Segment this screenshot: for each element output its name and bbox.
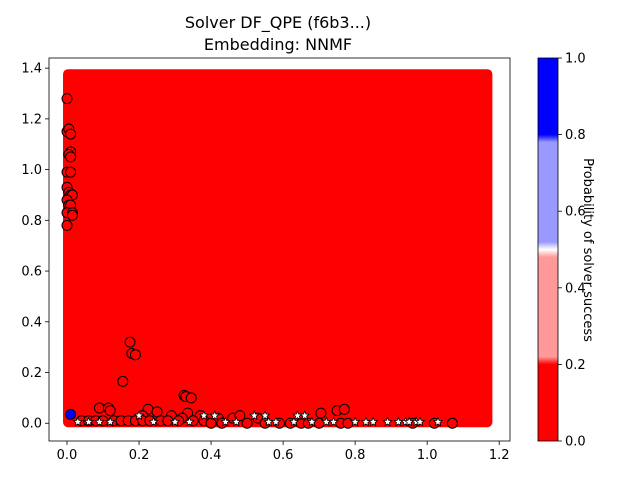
star-point (382, 416, 393, 427)
star-point (220, 416, 231, 427)
y-tick-label: 0.4 (21, 315, 42, 330)
failure-point (61, 93, 73, 105)
y-tick-label: 0.8 (21, 214, 42, 229)
star-point (231, 416, 242, 427)
y-tick-label: 1.0 (21, 163, 42, 178)
star-point (169, 416, 181, 427)
star-point (328, 416, 339, 427)
colorbar-tick-label: 0.8 (565, 128, 586, 143)
star-point (249, 410, 260, 421)
colorbar-tick-label: 0.0 (565, 435, 586, 450)
colorbar-label: Probability of solver success (580, 158, 595, 342)
star-point (184, 416, 195, 427)
success-point (65, 408, 77, 420)
x-tick-label: 1.0 (417, 448, 438, 463)
failure-point (446, 417, 458, 429)
failure-point (241, 417, 253, 429)
failure-point (65, 128, 77, 140)
failure-point (65, 151, 77, 163)
star-point (299, 410, 310, 421)
colorbar-tick-label: 1.0 (565, 52, 586, 67)
failure-point (66, 209, 78, 221)
probability-region (63, 69, 493, 428)
star-point (104, 416, 116, 427)
failure-point (315, 407, 327, 419)
failure-point (104, 405, 116, 417)
star-point (288, 416, 300, 427)
star-point (414, 416, 426, 427)
axes: 0.0 0.2 0.4 0.6 0.8 1.0 1.2 0.0 0.2 0.4 0.6 0.8 1.0 1… (21, 57, 511, 463)
star-point (83, 416, 94, 427)
x-tick-label: 0.8 (345, 448, 366, 463)
y-tick-label: 1.2 (21, 112, 42, 127)
failure-point (205, 417, 217, 429)
star-point (367, 416, 379, 427)
failure-point (313, 417, 325, 429)
x-tick-label: 0.2 (129, 448, 150, 463)
colorbar-gradient (537, 57, 559, 442)
failure-point (124, 336, 136, 348)
y-tick-label: 0.6 (21, 265, 42, 280)
colorbar: Probability of solver success 0.0 0.2 0.4 0… (537, 52, 595, 450)
plot-area (61, 69, 493, 429)
star-point (198, 410, 210, 421)
failure-point (61, 219, 73, 231)
y-tick-label: 1.4 (21, 62, 42, 77)
star-point (432, 416, 444, 427)
star-point (209, 410, 220, 421)
failure-point (129, 349, 141, 361)
star-point (148, 416, 159, 427)
star-point (133, 410, 145, 421)
x-tick-label: 0.4 (201, 448, 222, 463)
star-point (259, 410, 271, 421)
failure-point (117, 375, 129, 387)
chart-title-line1: Solver DF_QPE (f6b3...) (185, 13, 371, 33)
x-tick-label: 0.6 (273, 448, 294, 463)
failure-point (65, 166, 77, 178)
star-point (72, 416, 84, 427)
y-tick-label: 0.2 (21, 366, 42, 381)
star-point (94, 416, 105, 427)
x-tick-label: 1.2 (489, 448, 510, 463)
colorbar-tick-label: 0.6 (565, 205, 586, 220)
chart-title-line2: Embedding: NNMF (204, 35, 352, 54)
failure-point (338, 403, 350, 415)
x-tick-label: 0.0 (57, 448, 78, 463)
failure-point (93, 402, 105, 414)
colorbar-tick-label: 0.4 (565, 281, 586, 296)
colorbar-tick-label: 0.2 (565, 358, 586, 373)
star-point (270, 416, 282, 427)
failure-point (185, 392, 197, 404)
star-point (349, 416, 361, 427)
failure-point (342, 417, 354, 429)
y-tick-label: 0.0 (21, 417, 42, 432)
axes-frame (48, 57, 511, 442)
star-point (306, 416, 318, 427)
